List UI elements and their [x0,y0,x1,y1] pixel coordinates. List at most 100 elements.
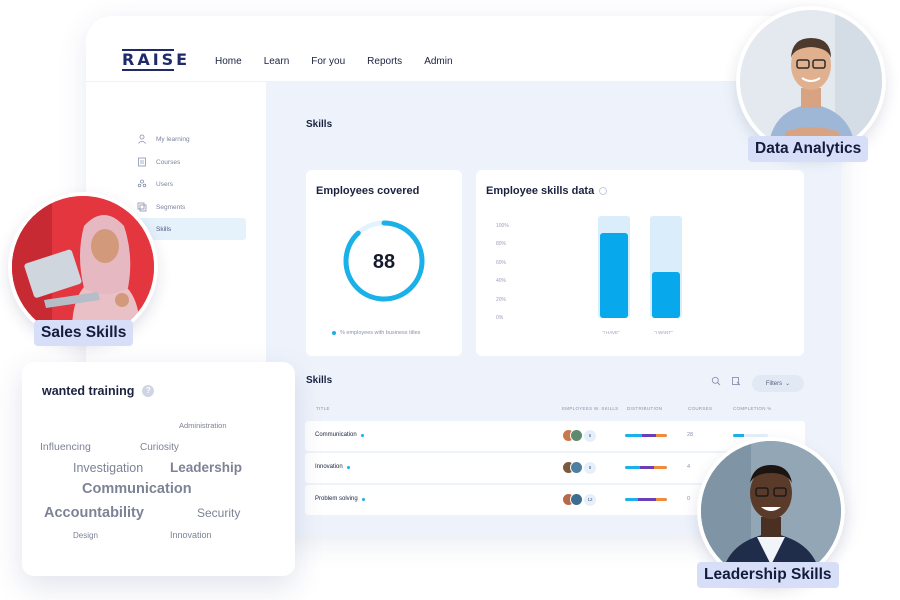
employee-avatars[interactable]: 12 [562,493,596,507]
skills-table-title: Skills [306,375,333,386]
nav-for-you[interactable]: For you [311,56,346,67]
y-tick-label: 60% [496,259,507,266]
sidebar-item-label: Users [156,180,173,188]
data-analytics-avatar [740,10,882,152]
skill-name: Communication [315,432,357,438]
logo-text: RAISE [122,50,191,69]
coverage-legend: % employees with business titles [332,330,420,336]
page-title: Skills [306,119,333,130]
wanted-training-title-text: wanted training [42,384,135,398]
skill-dot [360,433,364,437]
skill-title: Innovation [315,464,350,470]
nav-reports[interactable]: Reports [367,56,403,67]
sales-skills-avatar [12,196,154,338]
filters-label: Filters [765,380,783,387]
word-cloud-item: Influencing [40,441,91,453]
users-icon [137,179,147,188]
word-cloud-item: Communication [82,481,192,497]
card-title-text: Employee skills data [486,185,595,197]
employee-avatars[interactable]: 8 [562,461,596,475]
word-cloud-item: Innovation [170,530,212,540]
sidebar-item-my-learning[interactable]: My learning [132,128,246,150]
sidebar-item-users[interactable]: Users [132,173,246,195]
skill-dot [361,497,365,501]
filters-button[interactable]: Filters ⌄ [752,375,804,392]
word-cloud-item: Security [197,506,241,520]
main-nav: Home Learn For you Reports Admin [215,56,453,67]
legend-dot [332,331,336,335]
coverage-ring [343,220,425,302]
leadership-skills-badge: Leadership Skills [697,562,839,588]
coverage-value: 88 [372,251,396,273]
avatar-count: 8 [584,462,596,474]
word-cloud-item: Administration [179,421,227,430]
help-icon[interactable]: ? [142,385,155,397]
info-icon[interactable] [599,187,608,196]
ring-progress [343,220,425,302]
word-cloud-item: Leadership [170,460,243,475]
skill-title: Communication [315,432,364,438]
person-photo [740,10,882,152]
skill-name: Problem solving [315,496,358,502]
search-icon[interactable] [711,376,721,386]
y-tick-label: 0% [496,315,504,321]
nav-admin[interactable]: Admin [424,56,453,67]
employee-avatars[interactable]: 6 [562,429,596,443]
avatar [570,461,583,474]
sidebar-item-label: My learning [156,135,190,143]
y-tick-label: 40% [496,278,507,285]
word-cloud-item: Investigation [73,461,144,475]
document-icon [138,157,146,167]
card-title: Employee skills data [486,185,608,197]
completion-bar [733,434,768,437]
avatar-count: 12 [584,494,596,506]
person-photo [12,196,154,338]
distribution-bar [625,434,667,437]
sidebar-item-label: Skills [156,225,172,233]
column-header-courses[interactable]: COURSES [688,406,713,411]
courses-count: 4 [687,464,691,470]
chevron-down-icon: ⌄ [785,381,791,387]
skill-title: Problem solving [315,496,365,502]
nav-learn[interactable]: Learn [263,56,290,67]
bar[interactable] [652,272,680,318]
nav-home[interactable]: Home [215,56,242,67]
employees-covered-card: Employees covered 88 % employees with bu… [306,170,462,356]
bar[interactable] [600,233,628,318]
data-analytics-badge: Data Analytics [748,136,869,162]
raise-logo[interactable]: RAISE [122,49,191,71]
logo-top-line [122,49,174,51]
leadership-skills-avatar [701,441,841,581]
skills-bar-chart: 100% 80% 60% 40% 20% 0% "I HAVE" "I WANT" [476,170,804,356]
column-header-completion[interactable]: COMPLETION % [733,406,772,411]
y-tick-label: 100% [496,223,509,229]
sidebar-item-segments[interactable]: Segments [132,196,246,218]
export-icon[interactable] [731,376,741,386]
word-cloud-item: Accountability [44,505,144,521]
avatar [570,429,583,442]
sales-skills-badge: Sales Skills [34,320,134,346]
x-tick-label: "I HAVE" [602,330,620,335]
word-cloud-item: Design [73,531,98,540]
word-cloud-item: Curiosity [140,442,179,453]
y-tick-label: 20% [496,296,507,303]
column-header-title[interactable]: TITLE [316,406,330,411]
sidebar-item-skills[interactable]: Skills [132,218,246,240]
legend-label: % employees with business titles [340,330,421,336]
column-header-distribution[interactable]: DISTRIBUTION [627,406,663,411]
sidebar-item-label: Segments [156,203,186,211]
courses-count: 28 [687,432,694,438]
table-row[interactable]: Communication 6 28 [305,421,805,451]
x-tick-label: "I WANT" [654,330,673,335]
column-header-employees[interactable]: EMPLOYEES W. SKILLS [562,406,619,411]
wanted-training-title: wanted training ? [42,384,155,398]
person-icon [138,134,146,144]
y-tick-label: 80% [496,241,507,248]
courses-count: 0 [687,496,691,502]
card-title: Employees covered [316,185,420,197]
sidebar-item-courses[interactable]: Courses [132,151,246,173]
distribution-bar [625,466,667,469]
logo-underline [122,69,174,71]
segments-icon [137,202,147,212]
skill-name: Innovation [315,464,343,470]
